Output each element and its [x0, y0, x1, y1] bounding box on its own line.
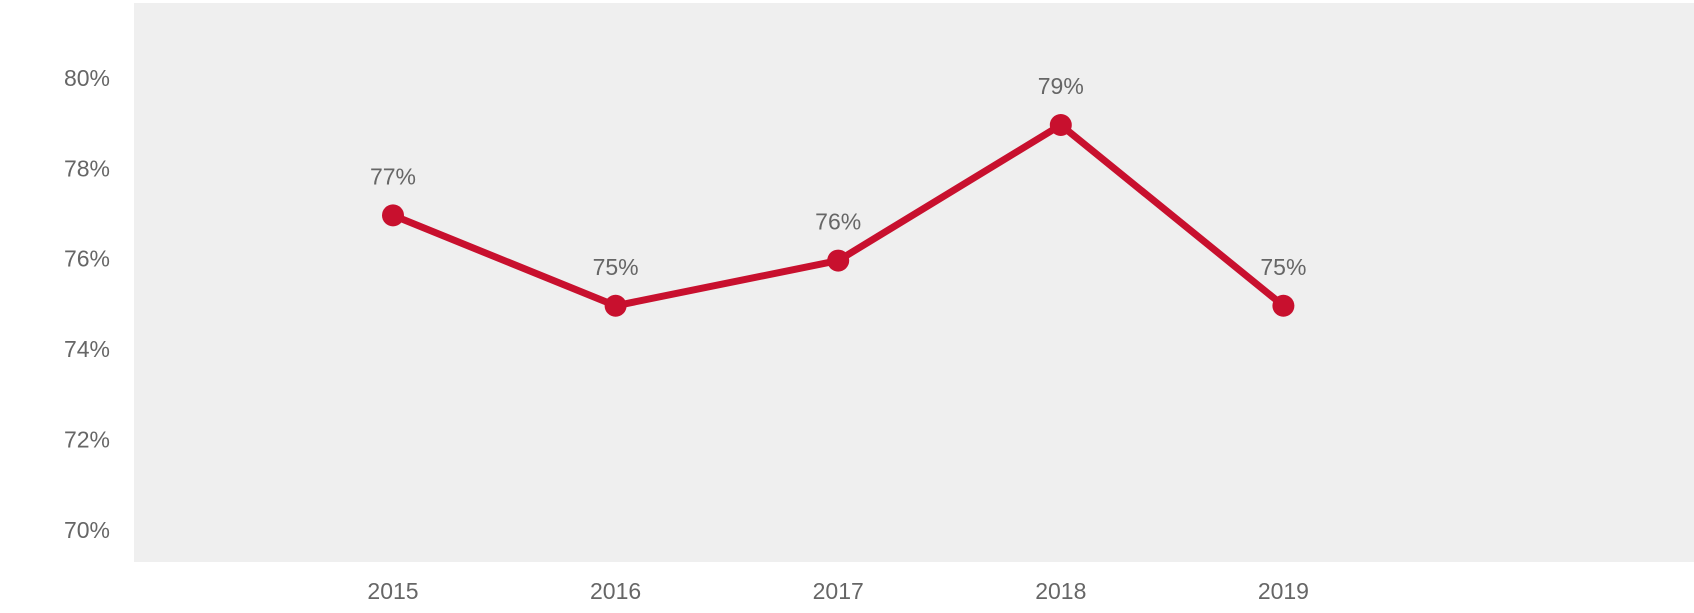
point [1272, 294, 1295, 317]
data-label: 77% [370, 163, 416, 189]
data-label: 75% [1260, 254, 1306, 280]
y-tick-label: 78% [64, 155, 110, 181]
x-tick-label: 2015 [367, 578, 418, 604]
y-tick-label: 80% [64, 65, 110, 91]
data-label: 76% [815, 209, 861, 235]
point [604, 294, 627, 317]
x-tick-label: 2016 [590, 578, 641, 604]
point [382, 204, 404, 227]
x-tick-label: 2017 [813, 578, 864, 604]
data-label: 79% [1038, 73, 1084, 99]
y-tick-label: 72% [64, 426, 110, 452]
point [827, 249, 850, 272]
y-tick-label: 70% [64, 517, 110, 543]
point [1049, 114, 1072, 137]
x-tick-label: 2019 [1258, 578, 1309, 604]
x-tick-label: 2018 [1035, 578, 1086, 604]
y-tick-label: 74% [64, 336, 110, 362]
data-label: 75% [593, 254, 639, 280]
y-tick-label: 76% [64, 246, 110, 272]
plot-area [134, 3, 1694, 562]
